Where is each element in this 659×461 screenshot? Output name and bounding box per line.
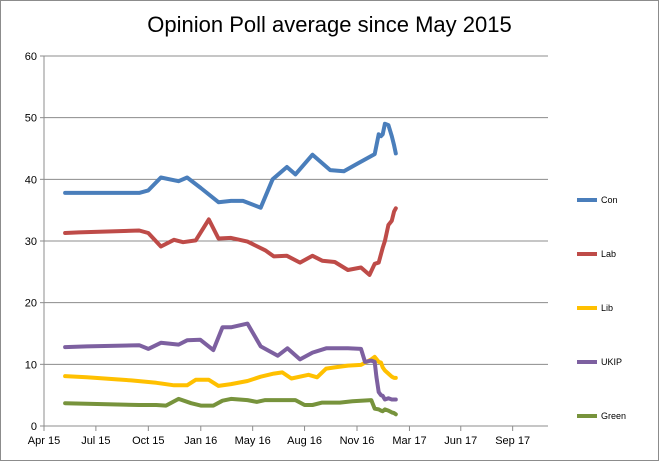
series-lines (63, 121, 398, 417)
x-tick-label: Apr 15 (28, 435, 60, 447)
x-tick-label: Jun 17 (444, 435, 477, 447)
legend: Con Lab Lib UKIP Green (577, 195, 626, 421)
y-tick-label: 10 (25, 359, 37, 371)
x-tick-label: Mar 17 (392, 435, 426, 447)
series-line-con (63, 121, 398, 210)
legend-label-con: Con (601, 195, 618, 205)
x-tick-label: Jan 16 (184, 435, 217, 447)
series-line-lab (63, 206, 398, 277)
y-tick-label: 20 (25, 298, 37, 310)
y-tick-label: 50 (25, 113, 37, 125)
x-tick-label: Sep 17 (495, 435, 530, 447)
y-tick-label: 30 (25, 236, 37, 248)
series-line-ukip (63, 321, 398, 402)
axes: 0 10 20 30 40 50 60 Apr 15 Jul 15 Oct 15 Jan 16 May… (25, 51, 548, 447)
legend-label-green: Green (601, 411, 626, 421)
legend-label-lib: Lib (601, 303, 613, 313)
x-tick-label: May 16 (235, 435, 271, 447)
x-tick-label: Oct 15 (132, 435, 164, 447)
x-tick-label: Nov 16 (340, 435, 375, 447)
legend-label-lab: Lab (601, 249, 616, 259)
y-tick-label: 0 (31, 421, 37, 433)
y-tick-label: 40 (25, 174, 37, 186)
gridlines (44, 55, 548, 365)
series-line-green (63, 396, 398, 417)
series-line-lib (63, 354, 398, 388)
legend-label-ukip: UKIP (601, 357, 622, 367)
chart-title: Opinion Poll average since May 2015 (147, 12, 512, 37)
x-tick-label: Aug 16 (287, 435, 322, 447)
y-tick-label: 60 (25, 51, 37, 63)
x-tick-label: Jul 15 (81, 435, 110, 447)
